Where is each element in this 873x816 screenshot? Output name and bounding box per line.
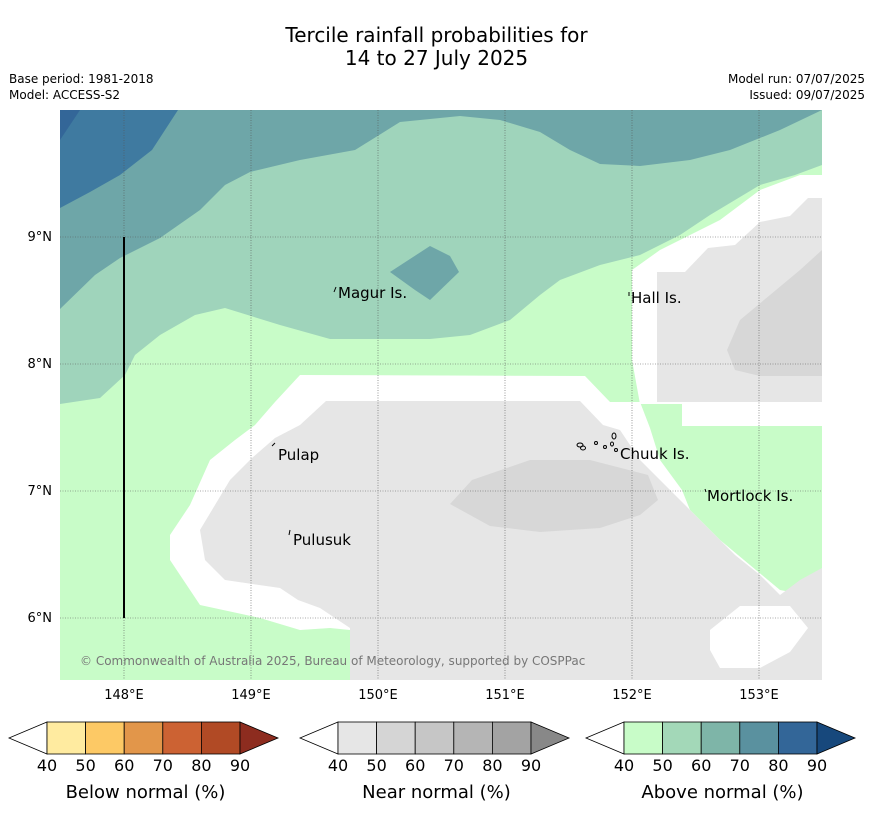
island-marks bbox=[271, 286, 707, 536]
pulusuk-island-mark bbox=[288, 529, 291, 536]
place-pulusuk: Pulusuk bbox=[293, 531, 351, 549]
near-50-region-central bbox=[450, 460, 658, 532]
lat-label-8: 8°N bbox=[28, 357, 53, 372]
colorbar-tick-label: 90 bbox=[521, 756, 541, 775]
colorbar-swatch bbox=[491, 721, 532, 755]
place-magur: Magur Is. bbox=[338, 284, 407, 302]
colorbar-swatch bbox=[162, 721, 202, 755]
colorbar-tick-label: 40 bbox=[328, 756, 348, 775]
near-40-region-south bbox=[200, 401, 822, 680]
colorbar-tick-label: 70 bbox=[730, 756, 750, 775]
magur-island-mark bbox=[333, 286, 337, 293]
colorbar-swatch bbox=[700, 721, 741, 755]
lon-label-150: 150°E bbox=[358, 688, 398, 703]
near-50-region-east bbox=[727, 250, 822, 376]
above-60-patch bbox=[390, 246, 459, 300]
lat-label-9: 9°N bbox=[28, 230, 53, 245]
place-chuuk: Chuuk Is. bbox=[620, 445, 689, 463]
lon-label-151: 151°E bbox=[485, 688, 525, 703]
place-mortlock: Mortlock Is. bbox=[707, 487, 793, 505]
above-60-region bbox=[60, 110, 822, 309]
mask-patch-southeast bbox=[710, 606, 808, 668]
colorbar-tick-label: 50 bbox=[75, 756, 95, 775]
lat-label-7: 7°N bbox=[28, 484, 53, 499]
lat-label-6: 6°N bbox=[28, 611, 53, 626]
place-hall: Hall Is. bbox=[631, 289, 682, 307]
colorbar-swatch bbox=[200, 721, 241, 755]
above-80-corner bbox=[60, 110, 80, 140]
meta-right: Model run: 07/07/2025 Issued: 09/07/2025 bbox=[728, 71, 865, 103]
colorbar-max-extension bbox=[816, 721, 857, 755]
lon-label-149: 149°E bbox=[231, 688, 271, 703]
map-title-line-1: Tercile rainfall probabilities for bbox=[285, 23, 588, 47]
colorbar-swatch bbox=[85, 721, 125, 755]
above-70-region bbox=[60, 110, 178, 208]
colorbar-tick-label: 50 bbox=[652, 756, 672, 775]
colorbar-swatch bbox=[46, 721, 86, 755]
model-run-text: Model run: 07/07/2025 bbox=[727, 72, 865, 86]
meta-left: Base period: 1981-2018 Model: ACCESS-S2 bbox=[9, 71, 154, 103]
colorbar-tick-label: 70 bbox=[153, 756, 173, 775]
colorbar-tick-label: 80 bbox=[482, 756, 502, 775]
colorbar-swatch bbox=[123, 721, 164, 755]
mortlock-island-mark bbox=[704, 488, 707, 493]
map-area: Magur Is. Hall Is. Pulap Chuuk Is. Mortl… bbox=[60, 110, 822, 680]
colorbar-tick-label: 80 bbox=[768, 756, 788, 775]
pulap-island-mark bbox=[271, 442, 276, 447]
colorbar-tick-label: 40 bbox=[37, 756, 57, 775]
colorbar-swatch bbox=[662, 721, 702, 755]
colorbar-swatch bbox=[376, 721, 416, 755]
copyright-text: © Commonwealth of Australia 2025, Bureau… bbox=[80, 654, 585, 668]
colorbar-tick-label: 60 bbox=[691, 756, 711, 775]
colorbar-swatch bbox=[453, 721, 493, 755]
colorbar-min-extension bbox=[584, 721, 625, 755]
colorbar-tick-label: 60 bbox=[114, 756, 134, 775]
colorbar-max-extension bbox=[239, 721, 280, 755]
issued-text: Issued: 09/07/2025 bbox=[749, 88, 865, 102]
colorbar-swatch bbox=[337, 721, 377, 755]
near-normal-colorbar: 40 50 60 70 80 90 Near normal (%) bbox=[298, 721, 571, 803]
near-normal-colorbar-title: Near normal (%) bbox=[362, 782, 511, 803]
base-period-text: Base period: 1981-2018 bbox=[9, 72, 154, 86]
graticule bbox=[60, 110, 822, 680]
colorbar-tick-label: 60 bbox=[405, 756, 425, 775]
colorbar-swatch bbox=[623, 721, 663, 755]
above-normal-colorbar-title: Above normal (%) bbox=[641, 782, 803, 803]
colorbar-tick-label: 80 bbox=[191, 756, 211, 775]
colorbar-tick-label: 90 bbox=[807, 756, 827, 775]
colorbar-min-extension bbox=[7, 721, 48, 755]
lon-label-153: 153°E bbox=[739, 688, 779, 703]
chuuk-lagoon-islands bbox=[576, 432, 618, 452]
colorbar-tick-label: 90 bbox=[230, 756, 250, 775]
colorbar-max-extension bbox=[530, 721, 571, 755]
model-text: Model: ACCESS-S2 bbox=[9, 88, 121, 102]
colorbar-swatch bbox=[739, 721, 779, 755]
colorbar-swatch bbox=[414, 721, 455, 755]
lon-label-152: 152°E bbox=[612, 688, 652, 703]
colorbar-tick-label: 40 bbox=[614, 756, 634, 775]
colorbar-tick-label: 50 bbox=[366, 756, 386, 775]
place-pulap: Pulap bbox=[278, 446, 319, 464]
colorbar-swatch bbox=[778, 721, 818, 755]
colorbar-min-extension bbox=[298, 721, 339, 755]
colorbar-tick-label: 70 bbox=[444, 756, 464, 775]
map-title-line-2: 14 to 27 July 2025 bbox=[344, 46, 529, 70]
lon-label-148: 148°E bbox=[104, 688, 144, 703]
below-normal-colorbar-title: Below normal (%) bbox=[66, 782, 226, 803]
